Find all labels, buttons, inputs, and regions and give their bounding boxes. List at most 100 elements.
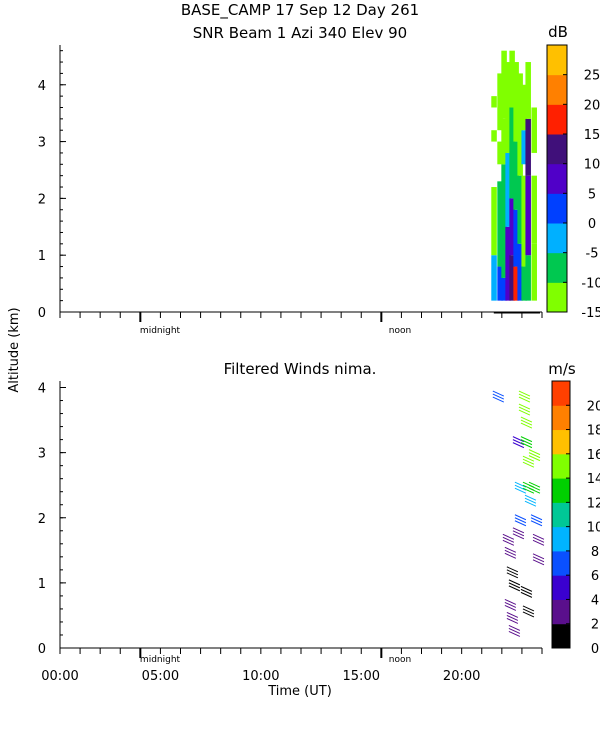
colorbar-swatch — [552, 550, 570, 576]
wind-barb-stroke — [504, 598, 517, 605]
wind-barb — [530, 514, 543, 527]
colorbar-tick-label: 0 — [591, 642, 599, 657]
wind-barb-stroke — [518, 390, 531, 397]
wind-barb — [528, 449, 541, 462]
snr-cell — [505, 152, 511, 227]
wind-barb-stroke — [504, 546, 517, 553]
colorbar-frame — [546, 44, 568, 313]
snr-cell — [497, 266, 503, 301]
wind-barb-stroke — [504, 549, 517, 556]
wind-barb — [492, 390, 505, 403]
colorbar-swatch — [547, 282, 567, 313]
y-tick-label: 1 — [38, 577, 46, 592]
colorbar-tick-label: 8 — [591, 545, 599, 560]
snr-cell — [517, 73, 523, 176]
wind-barb-stroke — [512, 533, 525, 540]
colorbar-tick-label: -5 — [586, 247, 599, 262]
wind-barb — [508, 625, 521, 637]
wind-barb-stroke — [514, 481, 527, 488]
snr-cell — [501, 277, 507, 301]
wind-barb-stroke — [532, 559, 545, 566]
wind-barb-stroke — [492, 396, 505, 403]
wind-barb-stroke — [506, 572, 519, 579]
snr-cell — [491, 187, 497, 256]
wind-barb — [520, 585, 533, 598]
colorbar-tick-label: 4 — [591, 593, 599, 608]
wind-barb — [520, 436, 533, 449]
snr-cell — [525, 118, 531, 176]
wind-barb-stroke — [524, 500, 537, 507]
colorbar-tick-label: 6 — [591, 569, 599, 584]
wind-barb — [506, 566, 519, 579]
x-tick-label: 15:00 — [343, 669, 380, 684]
wind-barb-stroke — [512, 436, 525, 443]
wind-barb-stroke — [508, 625, 521, 631]
snr-cell — [501, 164, 507, 278]
colorbar-tick-label: -10 — [581, 276, 600, 291]
snr-cell — [497, 181, 503, 267]
wind-barb-stroke — [502, 533, 515, 540]
wind-barb-stroke — [522, 458, 535, 465]
snr-cell — [513, 266, 519, 301]
wind-barb — [518, 403, 531, 416]
wind-barb — [532, 533, 545, 546]
wind-barb — [512, 527, 525, 540]
wind-barb-stroke — [520, 585, 533, 592]
wind-barb — [502, 533, 515, 546]
snr-cell — [517, 175, 523, 244]
wind-barb-stroke — [522, 611, 535, 618]
colorbar-tick-label: 0 — [588, 217, 596, 232]
y-tick-label: 3 — [38, 136, 46, 151]
snr-cell — [491, 96, 497, 108]
wind-barb-stroke — [506, 611, 519, 618]
wind-barb-stroke — [506, 614, 519, 621]
wind-barb-stroke — [520, 442, 533, 449]
snr-cell — [513, 209, 519, 267]
wind-barb-stroke — [506, 566, 519, 573]
wind-barb — [514, 514, 527, 527]
colorbar-frame — [551, 380, 571, 649]
wind-barb-stroke — [508, 582, 521, 589]
wind-barb — [532, 553, 545, 566]
wind-barb-stroke — [532, 556, 545, 563]
wind-barb — [506, 611, 519, 624]
wind-barb-stroke — [518, 403, 531, 410]
wind-barb-stroke — [520, 588, 533, 595]
y-tick-label: 4 — [38, 79, 46, 94]
wind-barb — [504, 546, 517, 559]
wind-barb-stroke — [532, 536, 545, 543]
winds-noon-label: noon — [389, 655, 411, 665]
snr-cell — [517, 243, 523, 301]
wind-barb-stroke — [518, 393, 531, 400]
wind-barb-stroke — [530, 517, 543, 524]
colorbar-swatch — [547, 45, 567, 76]
wind-barb-stroke — [514, 514, 527, 521]
x-tick-label: 05:00 — [142, 669, 179, 684]
colorbar-swatch — [552, 453, 570, 479]
wind-barb — [524, 494, 537, 507]
snr-cell — [509, 50, 515, 108]
wind-barb-stroke — [532, 533, 545, 540]
snr-cell — [513, 141, 519, 210]
y-tick-label: 1 — [38, 249, 46, 264]
wind-barb-stroke — [528, 455, 541, 462]
figure-title-line1: BASE_CAMP 17 Sep 12 Day 261 — [181, 1, 419, 20]
figure-title-line2: SNR Beam 1 Azi 340 Elev 90 — [193, 24, 407, 42]
snr-cell — [497, 141, 503, 165]
winds-midnight-label: midnight — [140, 655, 181, 665]
wind-barb-stroke — [528, 449, 541, 456]
wind-barb-stroke — [512, 439, 525, 446]
snr-midnight-label: midnight — [140, 326, 181, 336]
colorbar-swatch — [552, 405, 570, 431]
colorbar-tick-label: 14 — [587, 472, 600, 487]
y-tick-label: 2 — [38, 512, 46, 527]
wind-barb-stroke — [512, 527, 525, 534]
colorbar-swatch — [547, 193, 567, 224]
wind-barb-stroke — [514, 487, 527, 494]
wind-barb-stroke — [532, 539, 545, 546]
wind-barbs — [492, 390, 545, 637]
colorbar-swatch — [552, 599, 570, 625]
wind-barb-stroke — [512, 530, 525, 537]
wind-barb — [514, 481, 527, 494]
